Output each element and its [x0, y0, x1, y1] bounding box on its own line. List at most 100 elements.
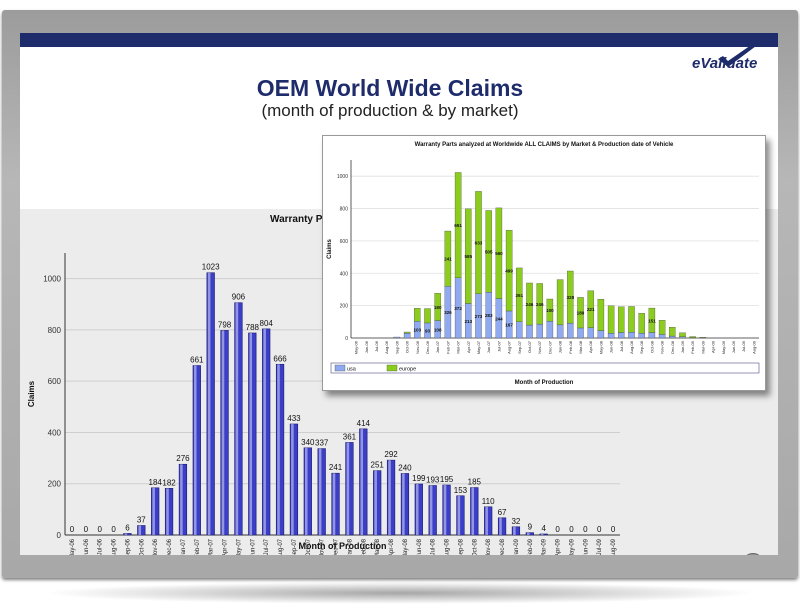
bar-highlight [249, 332, 253, 535]
x-tick-label: Nov-07 [320, 538, 326, 555]
x-tick-label: Nov-06 [153, 538, 159, 555]
data-label: 221 [587, 307, 595, 312]
bar-highlight [180, 464, 183, 535]
x-tick-label: Apr-08 [389, 538, 395, 555]
chart-title: Warranty Parts analyzed at Worldwide ALL… [415, 142, 674, 148]
legend-swatch [334, 364, 346, 372]
stack-segment [648, 307, 656, 333]
x-tick-label: Dec-08 [670, 340, 675, 354]
y-tick-label: 400 [48, 428, 62, 437]
data-label: 0 [111, 525, 116, 534]
data-label: 666 [273, 354, 287, 363]
bar [470, 487, 479, 536]
data-label: 9 [528, 523, 533, 532]
x-tick-label: Jul-09 [741, 340, 746, 352]
data-label: 182 [162, 478, 176, 487]
x-tick-label: Aug-08 [445, 538, 451, 555]
inset-chart-panel: Warranty Parts analyzed at Worldwide ALL… [322, 135, 766, 391]
x-tick-label: Oct-06 [405, 340, 410, 353]
stack-segment [485, 210, 492, 293]
bar [206, 272, 215, 536]
main-bar-chart: Warranty Parts analyzed at Worldwi020040… [27, 214, 620, 555]
stack-segment [587, 327, 594, 339]
bar-highlight [193, 365, 197, 535]
stack-segment [536, 323, 543, 339]
stack-segment [638, 332, 645, 339]
bar [442, 484, 451, 536]
slide-header-bar [20, 33, 778, 47]
bar [275, 363, 285, 536]
legend-label: europe [399, 367, 416, 373]
bar [248, 332, 257, 536]
x-tick-label: Jun-09 [583, 538, 589, 555]
data-label: 6 [125, 523, 130, 532]
data-label: 661 [190, 356, 204, 365]
bar [511, 526, 521, 536]
stack-segment [628, 332, 635, 339]
data-label: 108 [434, 327, 442, 332]
x-tick-label: Jul-08 [431, 538, 437, 555]
stack-segment [689, 336, 696, 338]
stack-segment [536, 283, 543, 325]
x-tick-label: Jun-08 [609, 340, 614, 353]
x-tick-label: Jun-06 [364, 340, 369, 353]
x-tick-label: Nov-08 [660, 340, 665, 354]
x-tick-label: May-06 [70, 538, 76, 555]
stack-segment [587, 290, 594, 328]
y-tick-label: 800 [48, 326, 62, 335]
data-label: 283 [485, 313, 493, 318]
x-tick-label: Mar-09 [700, 340, 705, 353]
data-label: 0 [611, 525, 616, 534]
data-label: 372 [454, 306, 462, 311]
stack-segment [669, 327, 676, 337]
x-tick-label: Apr-07 [466, 340, 471, 353]
bar [539, 533, 548, 536]
bar [178, 463, 188, 536]
data-label: 414 [357, 419, 371, 428]
stack-segment [607, 332, 615, 339]
stack-segment [597, 330, 605, 339]
y-tick-label: 200 [340, 304, 349, 310]
bar-highlight [332, 473, 336, 535]
bar-highlight [471, 487, 475, 535]
bar-highlight [457, 495, 461, 535]
x-tick-label: Aug-06 [112, 538, 118, 555]
bar-highlight [513, 526, 516, 535]
bar-highlight [304, 447, 308, 535]
bar [373, 470, 382, 536]
x-tick-label: May-07 [236, 538, 242, 555]
x-tick-label: Apr-07 [223, 538, 229, 555]
bar [525, 532, 534, 536]
data-label: 193 [426, 476, 440, 485]
data-label: 251 [371, 461, 385, 470]
x-tick-label: Sep-07 [517, 340, 522, 354]
stack-segment [669, 335, 676, 339]
x-tick-label: Oct-08 [649, 340, 654, 353]
x-tick-label: Jun-09 [731, 340, 736, 353]
bar-highlight [415, 483, 419, 535]
bar [400, 473, 410, 536]
data-label: 180 [434, 305, 442, 310]
x-tick-label: Nov-07 [537, 340, 542, 354]
stack-segment [567, 270, 574, 324]
stack-segment [546, 298, 554, 322]
x-tick-label: Dec-06 [167, 538, 173, 555]
stack-segment [638, 313, 645, 334]
stack-segment [577, 297, 584, 329]
x-tick-label: Mar-08 [375, 538, 381, 555]
x-tick-label: Apr-09 [711, 340, 716, 353]
frame-shadow [40, 582, 760, 604]
bar-highlight [402, 473, 405, 535]
bar [151, 487, 160, 536]
data-label: 189 [577, 311, 585, 316]
bar-highlight [485, 506, 488, 535]
data-label: 100 [546, 308, 554, 313]
bar [303, 447, 312, 536]
stack-segment [434, 293, 441, 321]
stack-segment [658, 334, 666, 339]
data-label: 633 [475, 241, 483, 246]
x-tick-label: May-09 [569, 538, 575, 555]
data-label: 246 [536, 302, 544, 307]
data-label: 167 [505, 322, 513, 327]
stack-segment [556, 324, 564, 339]
